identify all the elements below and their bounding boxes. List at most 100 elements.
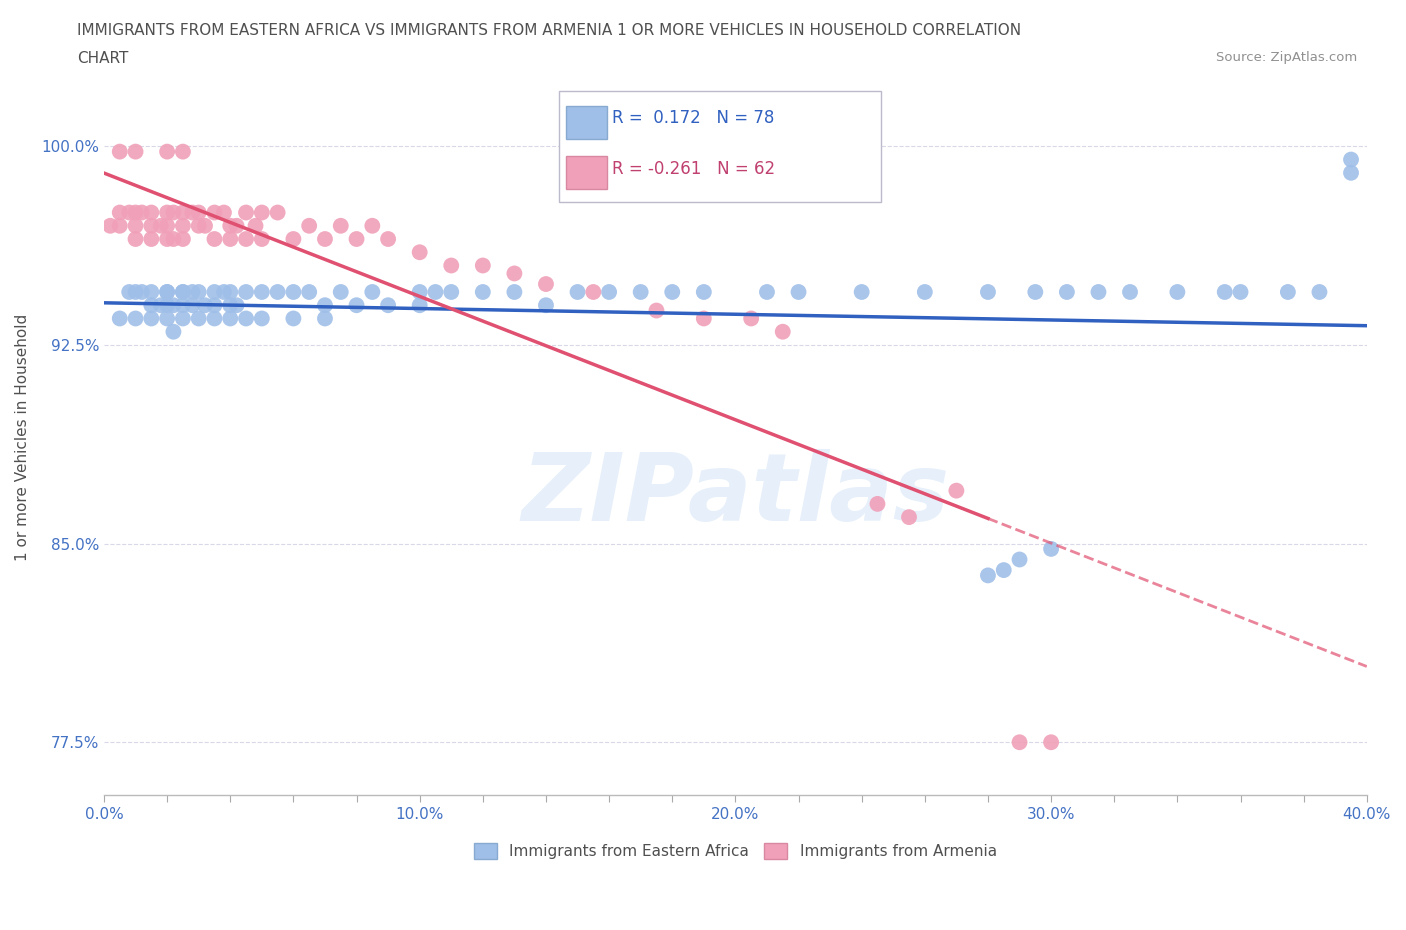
Point [108, 144, 131, 159]
Point [131, 206, 153, 220]
Point [141, 311, 163, 325]
Point [503, 266, 526, 281]
Point [162, 232, 184, 246]
Point [346, 298, 368, 312]
Point [534, 276, 557, 291]
Point [225, 298, 247, 312]
Point [1166, 285, 1188, 299]
Point [149, 219, 172, 233]
Point [204, 298, 226, 312]
Point [283, 285, 305, 299]
Point [181, 285, 204, 299]
Point [108, 206, 131, 220]
Point [314, 311, 336, 325]
Point [471, 258, 494, 272]
Point [866, 497, 889, 512]
Point [250, 311, 273, 325]
Text: Source: ZipAtlas.com: Source: ZipAtlas.com [1216, 51, 1357, 64]
Point [408, 298, 430, 312]
Point [141, 232, 163, 246]
Point [187, 285, 209, 299]
Point [534, 298, 557, 312]
Point [440, 258, 463, 272]
Point [425, 285, 447, 299]
Point [361, 285, 384, 299]
Point [645, 303, 668, 318]
Point [172, 298, 194, 312]
Point [1213, 285, 1236, 299]
Point [219, 285, 242, 299]
Point [172, 206, 194, 220]
Point [156, 206, 179, 220]
Point [1119, 285, 1142, 299]
Point [1308, 285, 1330, 299]
Point [162, 325, 184, 339]
Point [204, 285, 226, 299]
Point [141, 285, 163, 299]
Point [1024, 285, 1046, 299]
Point [187, 206, 209, 220]
Point [172, 219, 194, 233]
Legend: Immigrants from Eastern Africa, Immigrants from Armenia: Immigrants from Eastern Africa, Immigran… [474, 844, 997, 859]
Point [787, 285, 810, 299]
Point [98, 219, 121, 233]
Point [250, 285, 273, 299]
Point [977, 285, 1000, 299]
Point [141, 219, 163, 233]
Point [212, 206, 235, 220]
Point [250, 232, 273, 246]
Point [250, 206, 273, 220]
Point [851, 285, 873, 299]
Point [755, 285, 778, 299]
Point [156, 298, 179, 312]
Point [329, 219, 352, 233]
Point [131, 285, 153, 299]
Point [204, 311, 226, 325]
Point [204, 232, 226, 246]
Y-axis label: 1 or more Vehicles in Household: 1 or more Vehicles in Household [15, 314, 30, 562]
Point [298, 285, 321, 299]
FancyBboxPatch shape [558, 91, 880, 202]
Point [329, 285, 352, 299]
Point [266, 206, 288, 220]
Point [977, 568, 1000, 583]
Point [172, 144, 194, 159]
Point [740, 311, 762, 325]
Point [408, 285, 430, 299]
Point [124, 311, 146, 325]
Point [212, 285, 235, 299]
FancyBboxPatch shape [567, 156, 606, 189]
Point [582, 285, 605, 299]
Point [661, 285, 683, 299]
Point [346, 232, 368, 246]
Point [1008, 735, 1031, 750]
Text: CHART: CHART [77, 51, 129, 66]
Point [945, 484, 967, 498]
Point [181, 206, 204, 220]
Point [235, 206, 257, 220]
Point [1040, 735, 1063, 750]
Point [408, 245, 430, 259]
Point [219, 311, 242, 325]
Point [235, 232, 257, 246]
Point [1040, 541, 1063, 556]
Point [225, 219, 247, 233]
Point [314, 232, 336, 246]
Point [156, 219, 179, 233]
Point [162, 206, 184, 220]
Point [172, 285, 194, 299]
Point [124, 144, 146, 159]
Point [108, 311, 131, 325]
Point [1277, 285, 1299, 299]
Point [630, 285, 652, 299]
Point [172, 232, 194, 246]
Point [283, 311, 305, 325]
Point [162, 298, 184, 312]
Point [108, 219, 131, 233]
Point [194, 298, 217, 312]
Point [914, 285, 936, 299]
Point [141, 298, 163, 312]
Text: R = -0.261   N = 62: R = -0.261 N = 62 [612, 161, 775, 179]
Point [156, 232, 179, 246]
Point [1340, 166, 1362, 180]
